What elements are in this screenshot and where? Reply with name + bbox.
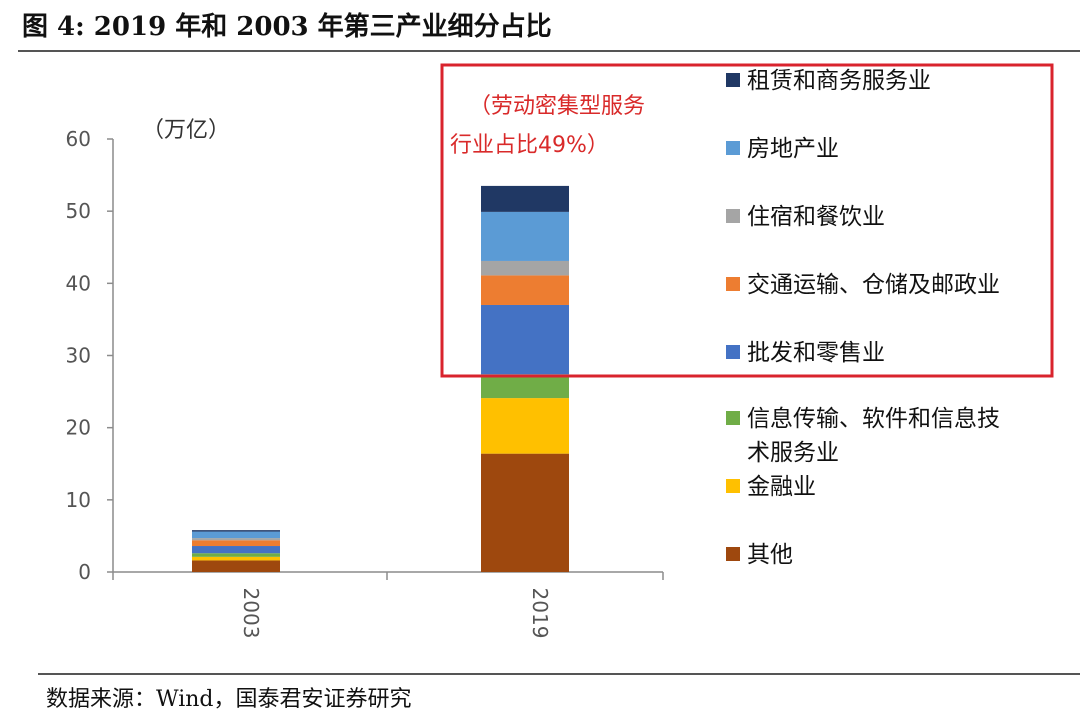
legend-label: 金融业 [747,474,816,500]
bar-segment [192,540,280,547]
bar-segment [192,553,280,557]
bar-segment [481,398,569,454]
legend-swatch [726,141,740,155]
bar-segment [481,211,569,261]
bar-segment [481,304,569,375]
legend-label: 租赁和商务服务业 [747,68,931,94]
highlight-note: 行业占比49%） [450,133,609,158]
bar-segment [192,530,280,532]
bar-segment [192,546,280,554]
source-divider [38,673,1080,675]
legend-swatch [726,73,740,87]
bar-segment [481,185,569,212]
legend-swatch [726,547,740,561]
x-category-label: 2019 [528,588,552,639]
legend-label: 房地产业 [747,136,839,162]
source-note: 数据来源：Wind，国泰君安证券研究 [46,687,412,712]
y-axis-unit: （万亿） [142,118,230,143]
y-tick-label: 10 [66,488,91,512]
bar-segment [481,260,569,276]
x-category-label: 2003 [239,588,263,639]
legend-label: 信息传输、软件和信息技 [747,406,1000,432]
bar-segment [481,275,569,305]
bar-segment [481,453,569,572]
y-tick-label: 40 [66,271,91,295]
highlight-note: （劳动密集型服务 [469,94,645,119]
highlight-box [440,63,1054,378]
title-divider [18,50,1080,52]
bar-segment [481,374,569,399]
bar-segment [192,538,280,541]
y-tick-label: 50 [66,199,91,223]
legend-swatch [726,277,740,291]
legend-label: 住宿和餐饮业 [747,204,885,230]
y-tick-label: 30 [66,344,91,368]
legend-label: 术服务业 [747,440,839,466]
figure-title: 图 4: 2019 年和 2003 年第三产业细分占比 [22,12,552,42]
legend-swatch [726,479,740,493]
y-tick-label: 0 [78,560,91,584]
legend-swatch [726,345,740,359]
bar-segment [192,560,280,572]
legend-label: 批发和零售业 [747,340,885,366]
bar-segment [192,531,280,539]
legend-swatch [726,209,740,223]
legend-label: 其他 [747,542,793,568]
y-tick-label: 20 [66,416,91,440]
legend-label: 交通运输、仓储及邮政业 [747,272,1000,298]
legend-swatch [726,411,740,425]
y-tick-label: 60 [66,127,91,151]
bar-segment [192,556,280,561]
